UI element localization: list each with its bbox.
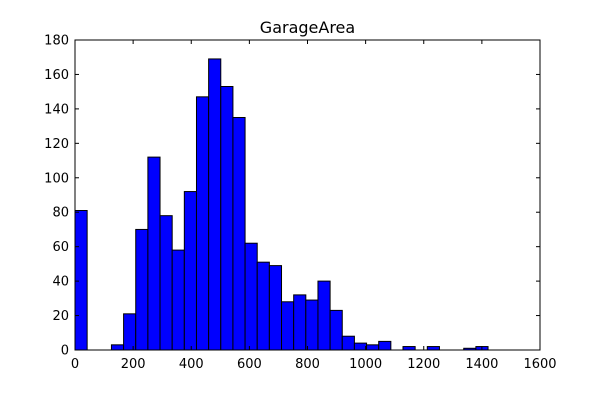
histogram-bar — [353, 342, 368, 351]
histogram-bar — [256, 261, 270, 351]
histogram-bar — [305, 299, 319, 351]
y-tick-label: 40 — [52, 275, 69, 290]
y-axis: 0 20 40 60 80 100 120 140 160 180 — [44, 34, 540, 359]
histogram-bar — [341, 335, 355, 351]
y-tick-label: 0 — [61, 344, 69, 359]
y-tick-label: 120 — [44, 137, 69, 152]
histogram-bar — [378, 340, 392, 351]
y-tick-label: 100 — [44, 171, 69, 186]
x-tick-label: 200 — [121, 357, 146, 372]
x-tick-label: 800 — [295, 357, 320, 372]
histogram-bar — [195, 96, 210, 351]
y-tick-label: 60 — [52, 240, 69, 255]
histogram-bar — [232, 117, 246, 351]
histogram-bar — [426, 346, 440, 351]
histogram-bar — [159, 215, 173, 351]
y-tick-label: 20 — [52, 309, 69, 324]
x-tick-label: 400 — [179, 357, 204, 372]
histogram-bar — [220, 86, 234, 351]
histogram-bar — [74, 210, 88, 351]
histogram-bar — [171, 249, 185, 351]
histogram-bar — [366, 344, 380, 351]
histogram-bar — [268, 265, 283, 351]
histogram-bar — [135, 228, 149, 351]
y-tick-label: 80 — [52, 206, 69, 221]
chart-title: GarageArea — [260, 18, 355, 37]
histogram-bar — [244, 242, 258, 351]
x-tick-label: 1400 — [465, 357, 498, 372]
bars-group — [74, 58, 489, 351]
x-axis: 0 200 400 600 800 1000 1200 1400 1600 — [71, 40, 557, 372]
x-tick-label: 600 — [237, 357, 262, 372]
plot-frame — [74, 39, 541, 351]
histogram-bar — [281, 301, 295, 351]
histogram-bar — [123, 313, 137, 351]
x-tick-label: 1600 — [523, 357, 556, 372]
x-tick-label: 1000 — [349, 357, 382, 372]
histogram-bar — [208, 58, 222, 351]
x-tick-label: 0 — [71, 357, 79, 372]
histogram-bar — [293, 294, 307, 351]
histogram-bar — [110, 344, 125, 351]
y-tick-label: 160 — [44, 68, 69, 83]
histogram-bar — [317, 280, 331, 351]
histogram-bar — [183, 191, 197, 351]
y-tick-label: 180 — [44, 34, 69, 49]
histogram-bar — [147, 156, 161, 351]
x-tick-label: 1200 — [407, 357, 440, 372]
y-tick-label: 140 — [44, 102, 69, 117]
histogram-bar — [329, 309, 343, 351]
histogram-bar — [402, 346, 416, 351]
